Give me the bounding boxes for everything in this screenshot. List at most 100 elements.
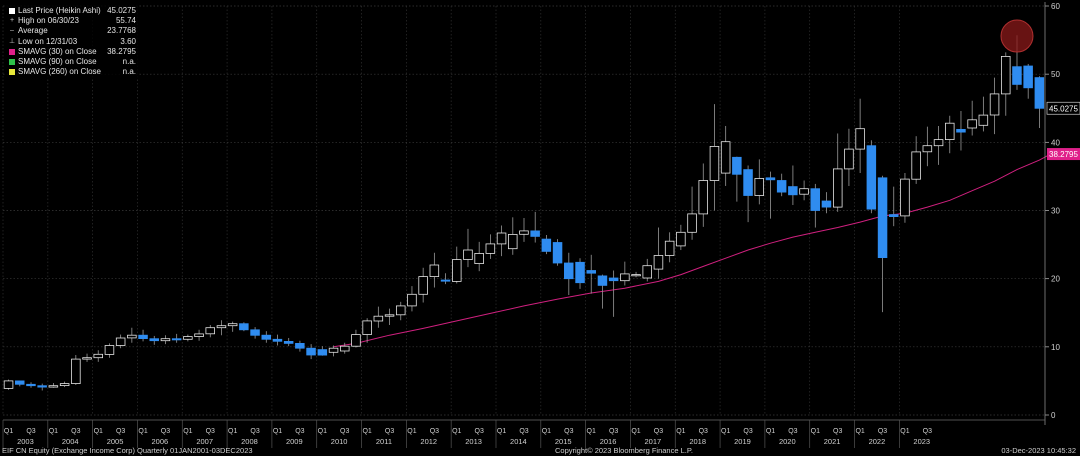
legend-item-last-price: Last Price (Heikin Ashi) 45.0275 — [9, 6, 136, 16]
quarter-tick-label: Q1 — [676, 428, 685, 435]
candle-body — [575, 261, 585, 284]
quarter-tick-label: Q3 — [923, 428, 932, 435]
quarter-tick-label: Q3 — [475, 428, 484, 435]
legend-item-low: ⊥ Low on 12/31/03 3.60 — [9, 37, 136, 47]
y-tick-label: 0 — [1051, 411, 1056, 420]
y-tick-label: 30 — [1051, 207, 1060, 216]
year-tick-label: 2007 — [196, 437, 213, 446]
candle-down — [530, 211, 540, 243]
year-tick-label: 2015 — [555, 437, 572, 446]
candle-body — [261, 334, 271, 340]
sma30-series — [333, 153, 1051, 348]
candle-body — [82, 357, 92, 360]
candle-body — [451, 259, 462, 282]
candle-down — [889, 186, 899, 227]
candle-down — [149, 335, 159, 345]
candle-up — [1001, 52, 1011, 116]
candle-up — [855, 98, 865, 174]
candle-down — [810, 183, 821, 228]
candle-up — [687, 186, 697, 240]
candle-body — [216, 325, 227, 329]
legend-value: 3.60 — [120, 36, 136, 46]
candle-up — [362, 318, 372, 343]
candle-down — [14, 380, 25, 387]
candle-body — [911, 151, 921, 180]
y-tick-label: 20 — [1051, 275, 1060, 284]
y-tick-label: 60 — [1051, 2, 1060, 11]
low-marker-icon: ⊥ — [9, 37, 16, 45]
candle-up — [720, 125, 731, 186]
candle-down — [597, 274, 608, 309]
candle-body — [160, 338, 171, 342]
candle-up — [384, 308, 395, 326]
candle-up — [485, 234, 496, 259]
y-axis: 0 10 20 30 40 50 60 — [1044, 2, 1060, 425]
candle-down — [586, 254, 597, 294]
candle-up — [93, 350, 104, 362]
quarter-tick-label: Q3 — [788, 428, 797, 435]
year-tick-label: 2023 — [913, 437, 930, 446]
quarter-tick-label: Q3 — [295, 428, 304, 435]
candle-down — [608, 270, 619, 317]
legend-label: SMAVG (90) on Close — [18, 57, 97, 67]
candle-down — [283, 337, 294, 347]
quarter-tick-label: Q3 — [340, 428, 349, 435]
legend-value: n.a. — [122, 67, 136, 77]
quarter-tick-label: Q1 — [4, 428, 13, 435]
candle-up — [474, 241, 484, 272]
dash-icon: – — [10, 27, 14, 35]
candle-body — [530, 230, 540, 237]
candle-body — [1023, 65, 1033, 89]
quarter-tick-label: Q1 — [631, 428, 640, 435]
candle-body — [732, 156, 742, 175]
candle-down — [765, 171, 776, 219]
candle-down — [575, 258, 585, 289]
candle-up — [451, 246, 462, 284]
year-tick-label: 2010 — [331, 437, 348, 446]
candle-up — [59, 381, 70, 388]
candle-up — [351, 329, 361, 348]
quarter-tick-label: Q1 — [855, 428, 864, 435]
candle-down — [866, 140, 877, 214]
candle-up — [911, 136, 921, 184]
candle-up — [642, 258, 653, 282]
year-tick-label: 2009 — [286, 437, 303, 446]
quarter-tick-label: Q3 — [699, 428, 708, 435]
candle-down — [743, 165, 753, 223]
legend-item-average: – Average 23.7768 — [9, 26, 136, 36]
candle-up — [676, 224, 686, 251]
candle-body — [194, 333, 204, 337]
candle-up — [205, 325, 215, 338]
quarter-tick-label: Q1 — [49, 428, 58, 435]
candle-body — [395, 305, 406, 316]
candle-up — [709, 104, 720, 211]
candle-body — [833, 168, 843, 208]
legend-item-sma90: SMAVG (90) on Close n.a. — [9, 57, 136, 67]
candle-body — [855, 128, 865, 150]
chart-grid — [2, 5, 1045, 416]
candle-body — [507, 233, 518, 250]
candle-body — [440, 279, 451, 282]
candle-up — [194, 329, 204, 341]
quarter-tick-label: Q1 — [900, 428, 909, 435]
candle-body — [104, 345, 115, 355]
candle-body — [306, 347, 316, 356]
year-tick-label: 2011 — [376, 437, 392, 446]
legend-item-sma260: SMAVG (260) on Close n.a. — [9, 67, 136, 77]
candle-body — [664, 240, 675, 256]
quarter-tick-label: Q1 — [94, 428, 103, 435]
candle-body — [877, 177, 888, 259]
quarter-tick-label: Q1 — [273, 428, 282, 435]
candle-body — [171, 338, 182, 341]
last-price-tag — [1046, 101, 1080, 115]
candle-body — [866, 145, 877, 210]
candle-body — [429, 264, 440, 278]
footer-timestamp: 03-Dec-2023 10:45:32 — [1001, 446, 1076, 455]
candle-body — [328, 347, 339, 353]
candle-body — [14, 380, 25, 385]
quarter-tick-label: Q1 — [318, 428, 327, 435]
quarter-tick-label: Q3 — [26, 428, 35, 435]
candle-up — [339, 342, 350, 354]
candle-up — [519, 217, 529, 242]
candle-body — [698, 180, 709, 215]
